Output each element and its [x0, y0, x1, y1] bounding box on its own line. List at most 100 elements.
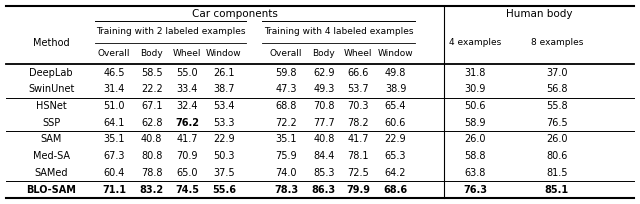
- Text: 70.3: 70.3: [348, 101, 369, 111]
- Text: 55.0: 55.0: [176, 68, 198, 78]
- Text: Overall: Overall: [270, 49, 302, 58]
- Text: 63.8: 63.8: [464, 168, 486, 178]
- Text: 78.2: 78.2: [348, 118, 369, 128]
- Text: 58.8: 58.8: [464, 151, 486, 161]
- Text: 62.9: 62.9: [313, 68, 335, 78]
- Text: 78.3: 78.3: [274, 185, 298, 195]
- Text: Human body: Human body: [506, 9, 572, 19]
- Text: 50.3: 50.3: [213, 151, 235, 161]
- Text: Training with 2 labeled examples: Training with 2 labeled examples: [96, 27, 245, 36]
- Text: 59.8: 59.8: [275, 68, 297, 78]
- Text: 64.2: 64.2: [385, 168, 406, 178]
- Text: 30.9: 30.9: [464, 84, 486, 94]
- Text: Window: Window: [206, 49, 242, 58]
- Text: 8 examples: 8 examples: [531, 38, 583, 47]
- Text: 79.9: 79.9: [346, 185, 371, 195]
- Text: 53.7: 53.7: [348, 84, 369, 94]
- Text: 86.3: 86.3: [312, 185, 336, 195]
- Text: 78.8: 78.8: [141, 168, 163, 178]
- Text: 78.1: 78.1: [348, 151, 369, 161]
- Text: 65.0: 65.0: [176, 168, 198, 178]
- Text: 38.7: 38.7: [213, 84, 235, 94]
- Text: 33.4: 33.4: [176, 84, 198, 94]
- Text: 49.8: 49.8: [385, 68, 406, 78]
- Text: 67.1: 67.1: [141, 101, 163, 111]
- Text: 53.3: 53.3: [213, 118, 235, 128]
- Text: 53.4: 53.4: [213, 101, 235, 111]
- Text: DeepLab: DeepLab: [29, 68, 73, 78]
- Text: 71.1: 71.1: [102, 185, 126, 195]
- Text: 47.3: 47.3: [275, 84, 297, 94]
- Text: Body: Body: [140, 49, 163, 58]
- Text: 40.8: 40.8: [313, 134, 335, 144]
- Text: BLO-SAM: BLO-SAM: [26, 185, 76, 195]
- Text: 46.5: 46.5: [103, 68, 125, 78]
- Text: 41.7: 41.7: [348, 134, 369, 144]
- Text: 35.1: 35.1: [275, 134, 297, 144]
- Text: 51.0: 51.0: [103, 101, 125, 111]
- Text: Car components: Car components: [192, 9, 278, 19]
- Text: 50.6: 50.6: [464, 101, 486, 111]
- Text: SAMed: SAMed: [35, 168, 68, 178]
- Text: 74.0: 74.0: [275, 168, 297, 178]
- Text: SSP: SSP: [42, 118, 60, 128]
- Text: Wheel: Wheel: [173, 49, 201, 58]
- Text: 85.1: 85.1: [545, 185, 569, 195]
- Text: SwinUnet: SwinUnet: [28, 84, 74, 94]
- Text: Method: Method: [33, 38, 70, 48]
- Text: 26.0: 26.0: [546, 134, 568, 144]
- Text: 31.8: 31.8: [464, 68, 486, 78]
- Text: 58.9: 58.9: [464, 118, 486, 128]
- Text: 76.5: 76.5: [546, 118, 568, 128]
- Text: 55.6: 55.6: [212, 185, 236, 195]
- Text: 41.7: 41.7: [176, 134, 198, 144]
- Text: 74.5: 74.5: [175, 185, 199, 195]
- Text: 22.9: 22.9: [213, 134, 235, 144]
- Text: 67.3: 67.3: [103, 151, 125, 161]
- Text: 65.4: 65.4: [385, 101, 406, 111]
- Text: 58.5: 58.5: [141, 68, 163, 78]
- Text: 80.8: 80.8: [141, 151, 163, 161]
- Text: 22.9: 22.9: [385, 134, 406, 144]
- Text: 72.2: 72.2: [275, 118, 297, 128]
- Text: 60.6: 60.6: [385, 118, 406, 128]
- Text: 4 examples: 4 examples: [449, 38, 501, 47]
- Text: 37.5: 37.5: [213, 168, 235, 178]
- Text: Med-SA: Med-SA: [33, 151, 70, 161]
- Text: 76.3: 76.3: [463, 185, 487, 195]
- Text: 65.3: 65.3: [385, 151, 406, 161]
- Text: 26.1: 26.1: [213, 68, 235, 78]
- Text: 66.6: 66.6: [348, 68, 369, 78]
- Text: 81.5: 81.5: [546, 168, 568, 178]
- Text: 56.8: 56.8: [546, 84, 568, 94]
- Text: 64.1: 64.1: [103, 118, 125, 128]
- Text: Wheel: Wheel: [344, 49, 372, 58]
- Text: 38.9: 38.9: [385, 84, 406, 94]
- Text: 83.2: 83.2: [140, 185, 164, 195]
- Text: 40.8: 40.8: [141, 134, 163, 144]
- Text: 80.6: 80.6: [546, 151, 568, 161]
- Text: 70.8: 70.8: [313, 101, 335, 111]
- Text: 35.1: 35.1: [103, 134, 125, 144]
- Text: 76.2: 76.2: [175, 118, 199, 128]
- Text: 31.4: 31.4: [103, 84, 125, 94]
- Text: 70.9: 70.9: [176, 151, 198, 161]
- Text: 68.6: 68.6: [383, 185, 408, 195]
- Text: 84.4: 84.4: [313, 151, 335, 161]
- Text: 32.4: 32.4: [176, 101, 198, 111]
- Text: HSNet: HSNet: [36, 101, 67, 111]
- Text: 26.0: 26.0: [464, 134, 486, 144]
- Text: 37.0: 37.0: [546, 68, 568, 78]
- Text: 22.2: 22.2: [141, 84, 163, 94]
- Text: SAM: SAM: [40, 134, 62, 144]
- Text: Body: Body: [312, 49, 335, 58]
- Text: Training with 4 labeled examples: Training with 4 labeled examples: [264, 27, 413, 36]
- Text: Overall: Overall: [98, 49, 130, 58]
- Text: 55.8: 55.8: [546, 101, 568, 111]
- Text: 62.8: 62.8: [141, 118, 163, 128]
- Text: 49.3: 49.3: [313, 84, 335, 94]
- Text: 75.9: 75.9: [275, 151, 297, 161]
- Text: 77.7: 77.7: [313, 118, 335, 128]
- Text: 68.8: 68.8: [275, 101, 297, 111]
- Text: 85.3: 85.3: [313, 168, 335, 178]
